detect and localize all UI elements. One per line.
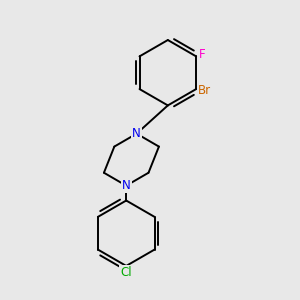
Text: N: N bbox=[132, 127, 141, 140]
Text: Cl: Cl bbox=[120, 266, 132, 279]
Text: F: F bbox=[200, 48, 206, 62]
Text: Br: Br bbox=[198, 84, 211, 97]
Text: N: N bbox=[122, 179, 130, 192]
